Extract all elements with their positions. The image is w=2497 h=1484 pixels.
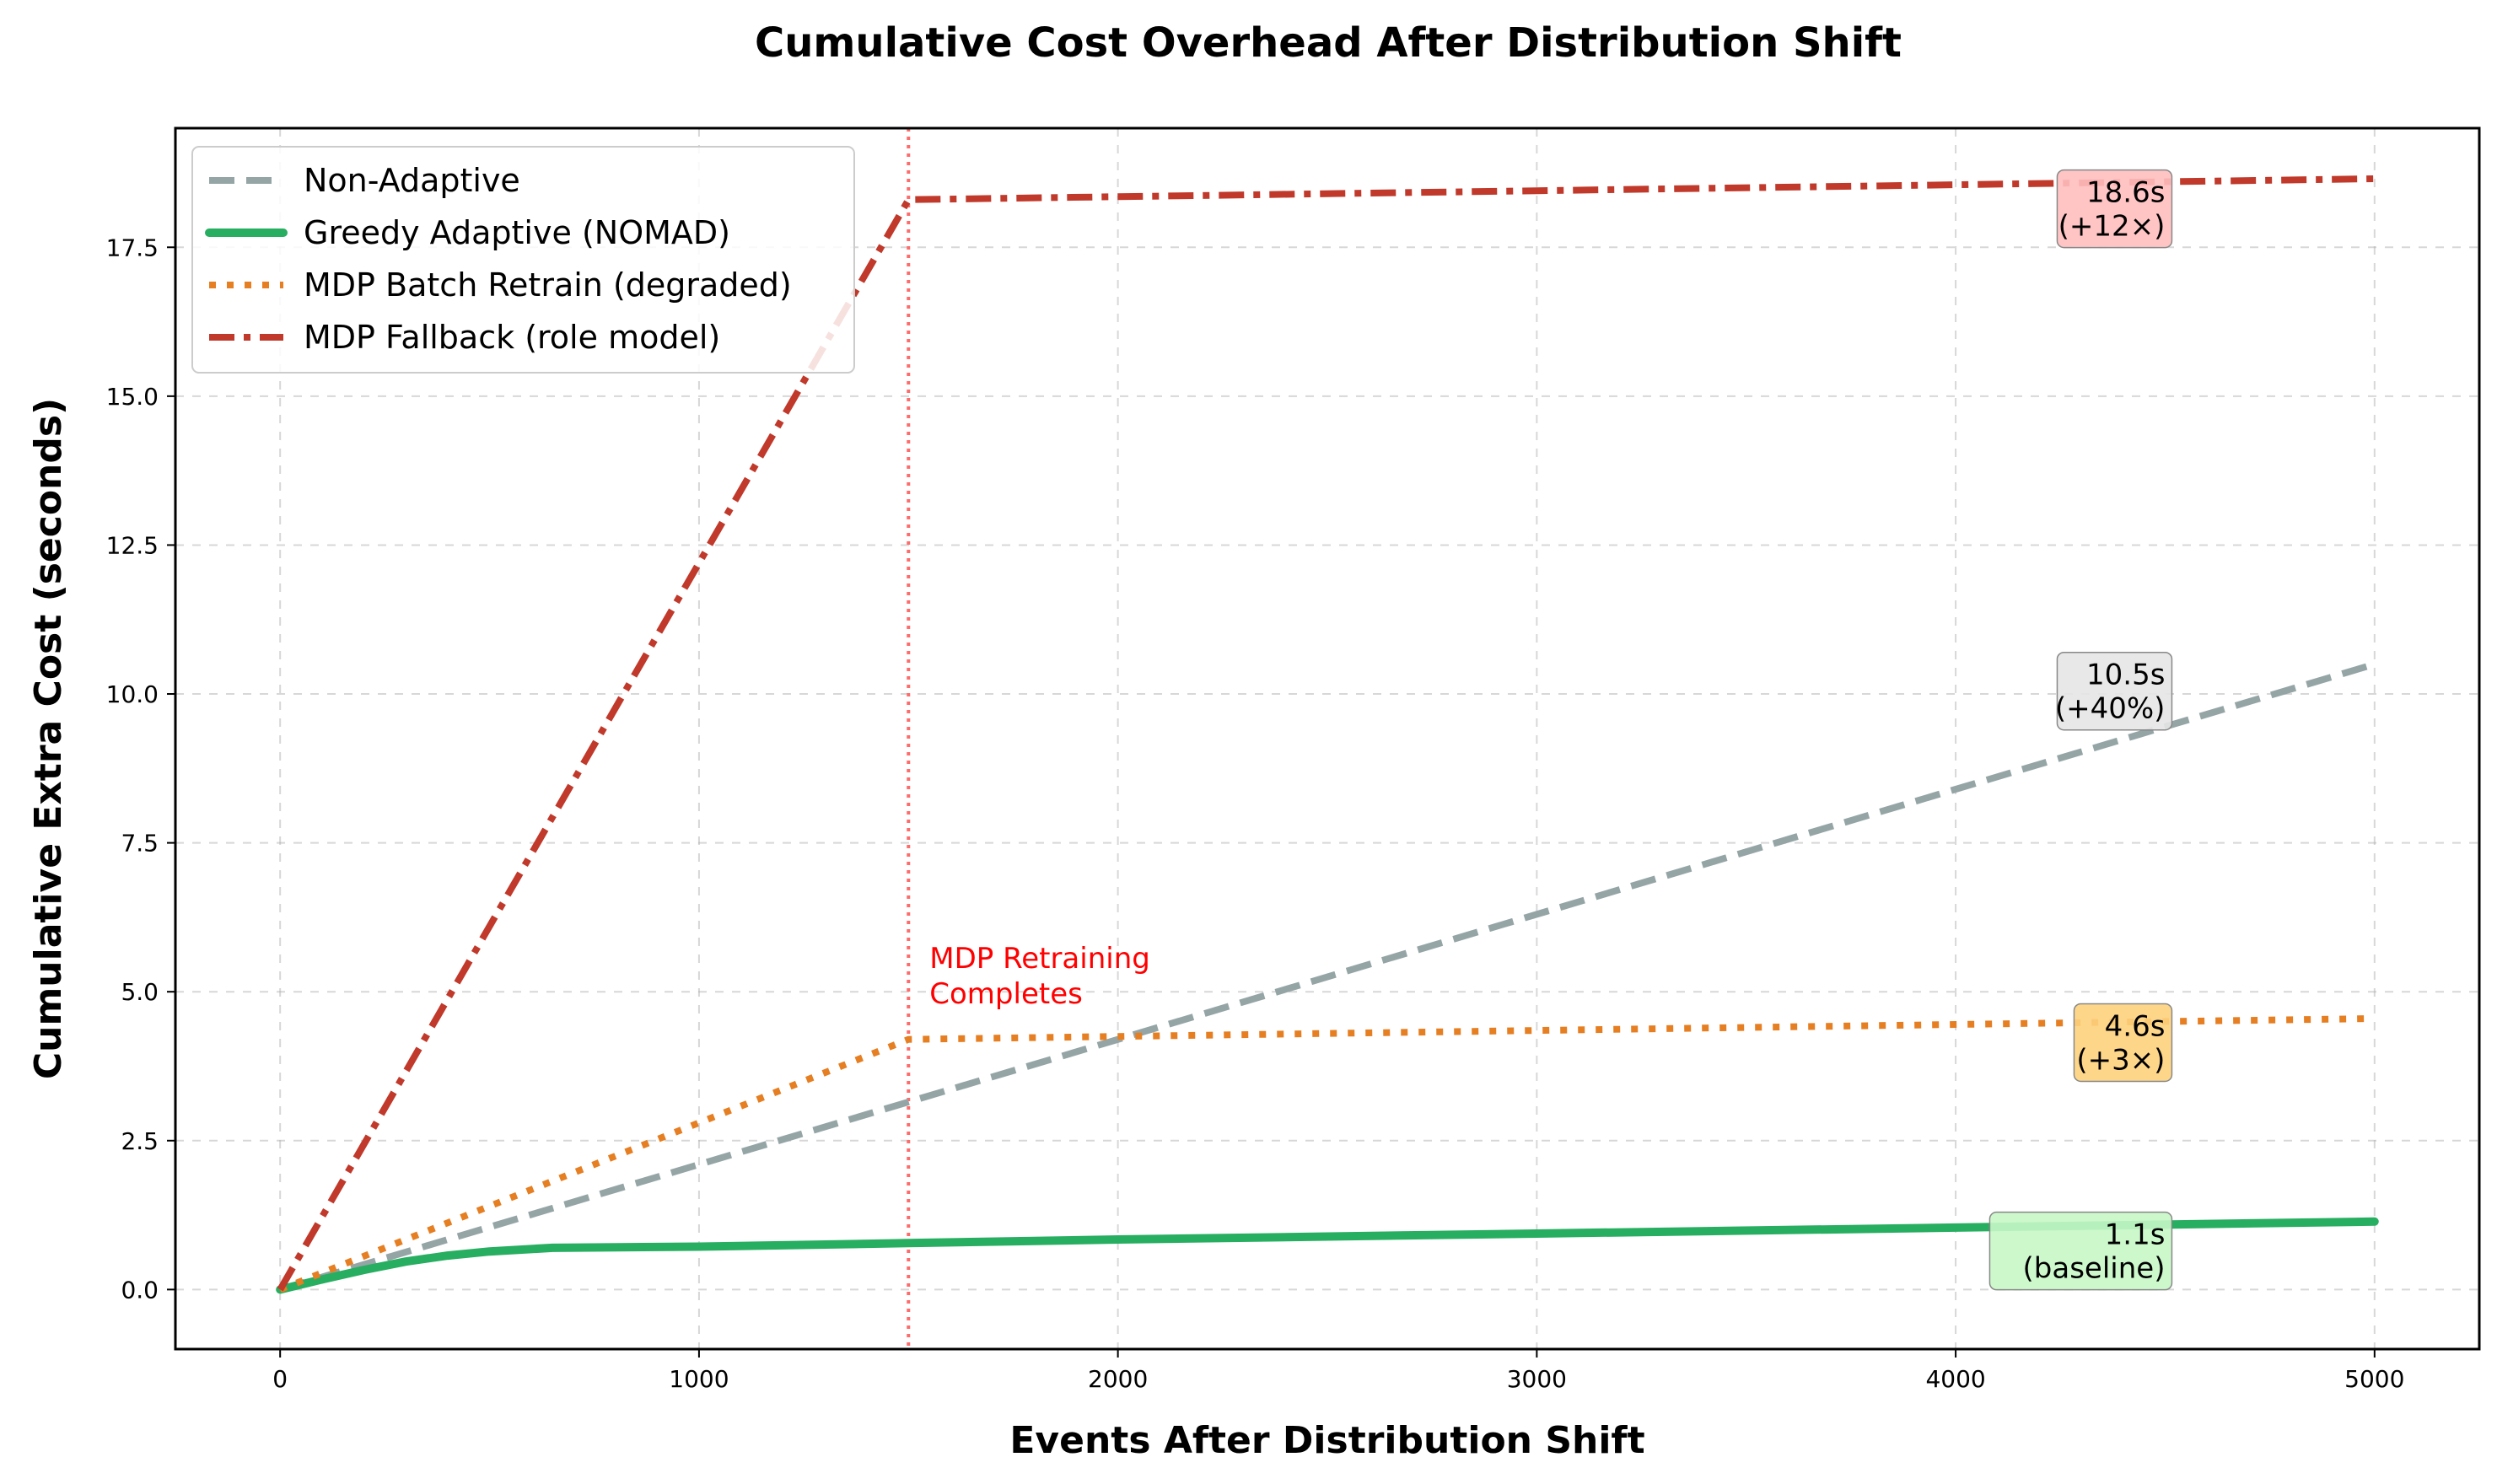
y-tick-label-4: 10.0 [106, 680, 159, 708]
annotation-box-3 [1988, 1211, 2173, 1291]
x-axis-ticks: 0 1000 2000 3000 4000 5000 [272, 1349, 2404, 1393]
annotation-note-0: (+12×) [2058, 210, 2166, 244]
y-tick-label-1: 2.5 [121, 1127, 159, 1155]
grid [175, 128, 2479, 1349]
y-tick-label-3: 7.5 [121, 830, 159, 858]
annotation-1: 10.5s(+40%) [2055, 651, 2173, 731]
annotation-note-3: (baseline) [2023, 1252, 2166, 1286]
series-line-2 [278, 1015, 2375, 1293]
x-axis-label: Events After Distribution Shift [1009, 1419, 1644, 1462]
chart-title: Cumulative Cost Overhead After Distribut… [755, 19, 1902, 67]
annotation-value-3: 1.1s [2105, 1218, 2166, 1252]
legend-label-1: Greedy Adaptive (NOMAD) [304, 214, 730, 251]
annotation-box-0 [2056, 169, 2173, 249]
retraining-label-line2: Completes [929, 977, 1083, 1011]
x-tick-label-2: 2000 [1088, 1365, 1148, 1393]
y-tick-label-7: 17.5 [106, 234, 159, 261]
x-tick-label-0: 0 [272, 1365, 288, 1393]
annotation-value-2: 4.6s [2105, 1009, 2166, 1043]
x-tick-label-5: 5000 [2344, 1365, 2404, 1393]
y-axis-ticks: 0.0 2.5 5.0 7.5 10.0 12.5 15.0 17.5 [106, 234, 175, 1304]
y-tick-label-5: 12.5 [106, 531, 159, 559]
series-lines [276, 175, 2379, 1294]
annotation-0: 18.6s(+12×) [2056, 169, 2173, 249]
annotation-value-0: 18.6s [2086, 176, 2165, 210]
legend: Non-Adaptive Greedy Adaptive (NOMAD) MDP B… [191, 146, 855, 374]
legend-label-2: MDP Batch Retrain (degraded) [304, 266, 792, 304]
series-line-1 [276, 1217, 2379, 1294]
annotation-note-1: (+40%) [2055, 692, 2166, 726]
annotation-3: 1.1s(baseline) [1988, 1211, 2173, 1291]
legend-label-0: Non-Adaptive [304, 162, 520, 199]
annotation-box-2 [2073, 1003, 2173, 1083]
x-tick-label-4: 4000 [1925, 1365, 1985, 1393]
y-tick-label-2: 5.0 [121, 978, 159, 1006]
series-line-0 [279, 660, 2376, 1293]
x-tick-label-3: 3000 [1507, 1365, 1567, 1393]
x-tick-label-1: 1000 [669, 1365, 729, 1393]
series-line-3 [277, 175, 2375, 1292]
end-value-annotations: 18.6s(+12×) 10.5s(+40%) 4.6s(+3×) 1.1s(base… [1988, 169, 2173, 1291]
legend-box [191, 146, 855, 374]
y-axis-label: Cumulative Extra Cost (seconds) [27, 398, 70, 1079]
y-tick-label-0: 0.0 [121, 1276, 159, 1304]
y-tick-label-6: 15.0 [106, 383, 159, 411]
annotation-value-1: 10.5s [2086, 659, 2165, 692]
legend-label-3: MDP Fallback (role model) [304, 319, 720, 356]
annotation-box-1 [2056, 651, 2173, 731]
annotation-2: 4.6s(+3×) [2073, 1003, 2173, 1083]
retraining-label-line1: MDP Retraining [929, 942, 1150, 976]
plot-area [174, 126, 2481, 1351]
annotation-note-2: (+3×) [2076, 1043, 2165, 1077]
